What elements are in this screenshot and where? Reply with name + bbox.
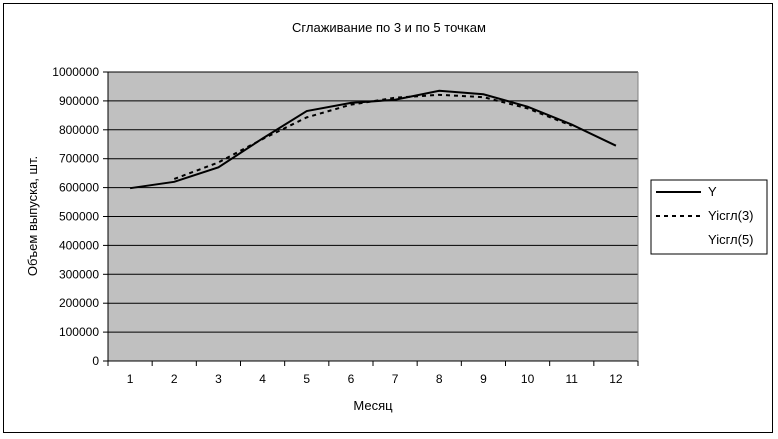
x-tick-label: 8	[436, 372, 443, 386]
legend-label: Yiсгл(5)	[708, 232, 754, 247]
y-tick-label: 1000000	[52, 65, 99, 79]
x-tick-label: 11	[566, 372, 579, 386]
x-tick-label: 10	[521, 372, 535, 386]
y-tick-label: 900000	[59, 94, 99, 108]
series-line-1	[129, 89, 617, 190]
chart-title: Сглаживание по 3 и по 5 точкам	[292, 20, 486, 35]
x-tick-label: 9	[480, 372, 487, 386]
y-tick-label: 800000	[59, 123, 99, 137]
x-tick-label: 6	[348, 372, 355, 386]
y-tick-label: 400000	[59, 238, 99, 252]
x-tick-label: 1	[127, 372, 134, 386]
legend-label: Y	[708, 184, 717, 199]
x-tick-label: 7	[392, 372, 399, 386]
legend: Y Yiсгл(3) Yiсгл(5)	[650, 179, 768, 255]
x-tick-label: 2	[171, 372, 178, 386]
plot-area: 0 100000 200000 300000 400000 500000 600000 700…	[52, 65, 639, 386]
x-tick-label: 3	[215, 372, 222, 386]
y-tick-label: 600000	[59, 181, 99, 195]
x-tick-label: 5	[303, 372, 310, 386]
y-axis-label: Объем выпуска, шт.	[25, 156, 40, 276]
x-tick-label: 4	[259, 372, 266, 386]
y-tick-label: 300000	[59, 267, 99, 281]
y-tick-label: 0	[92, 354, 99, 368]
series-line-2	[173, 93, 573, 180]
x-axis-label: Месяц	[353, 398, 393, 413]
y-tick-label: 200000	[59, 296, 99, 310]
y-tick-label: 500000	[59, 210, 99, 224]
y-tick-label: 700000	[59, 152, 99, 166]
y-tick-label: 100000	[59, 325, 99, 339]
x-tick-label: 12	[609, 372, 623, 386]
legend-label: Yiсгл(3)	[708, 208, 754, 223]
